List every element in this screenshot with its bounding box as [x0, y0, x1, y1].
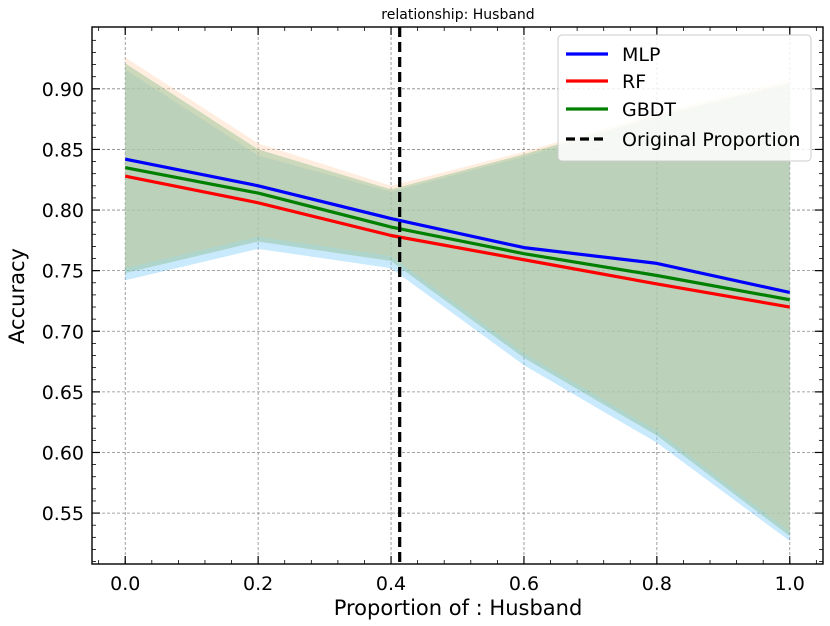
y-tick-label: 0.80	[42, 200, 84, 222]
legend-label-mlp: MLP	[622, 44, 660, 66]
x-tick-label: 1.0	[775, 573, 805, 595]
plot-frame	[91, 26, 824, 565]
x-tick-label: 0.0	[110, 573, 140, 595]
y-axis-label: Accuracy	[5, 248, 29, 344]
x-tick-label: 0.2	[243, 573, 273, 595]
legend-box	[557, 34, 812, 162]
series-line-gbdt	[124, 166, 791, 302]
x-tick-label: 0.8	[642, 573, 672, 595]
x-axis-label: Proportion of : Husband	[334, 596, 583, 620]
y-tick-label: 0.70	[42, 321, 84, 343]
x-tick-label: 0.6	[509, 573, 539, 595]
band-rf	[125, 57, 790, 532]
y-tick-label: 0.65	[42, 382, 84, 404]
y-tick-label: 0.85	[42, 139, 84, 161]
chart-title: relationship: Husband	[381, 7, 534, 23]
legend: MLP RF GBDT Original Proportion	[557, 34, 812, 162]
band-gbdt	[125, 63, 790, 537]
series-line-rf	[124, 174, 791, 309]
legend-label-gbdt: GBDT	[622, 99, 676, 121]
legend-label-original-proportion: Original Proportion	[622, 129, 800, 151]
y-tick-label: 0.55	[42, 503, 84, 525]
band-mlp	[125, 69, 790, 541]
plot-area: 0.0 0.2 0.4 0.6 0.8 1.0 0.55 0.60 0.65 0.70 0.75 0.…	[42, 26, 824, 595]
x-tick-label: 0.4	[376, 573, 406, 595]
legend-label-rf: RF	[622, 71, 646, 93]
series-line-mlp	[124, 157, 791, 295]
y-tick-label: 0.75	[42, 261, 84, 283]
y-tick-label: 0.90	[42, 79, 84, 101]
y-tick-label: 0.60	[42, 442, 84, 464]
